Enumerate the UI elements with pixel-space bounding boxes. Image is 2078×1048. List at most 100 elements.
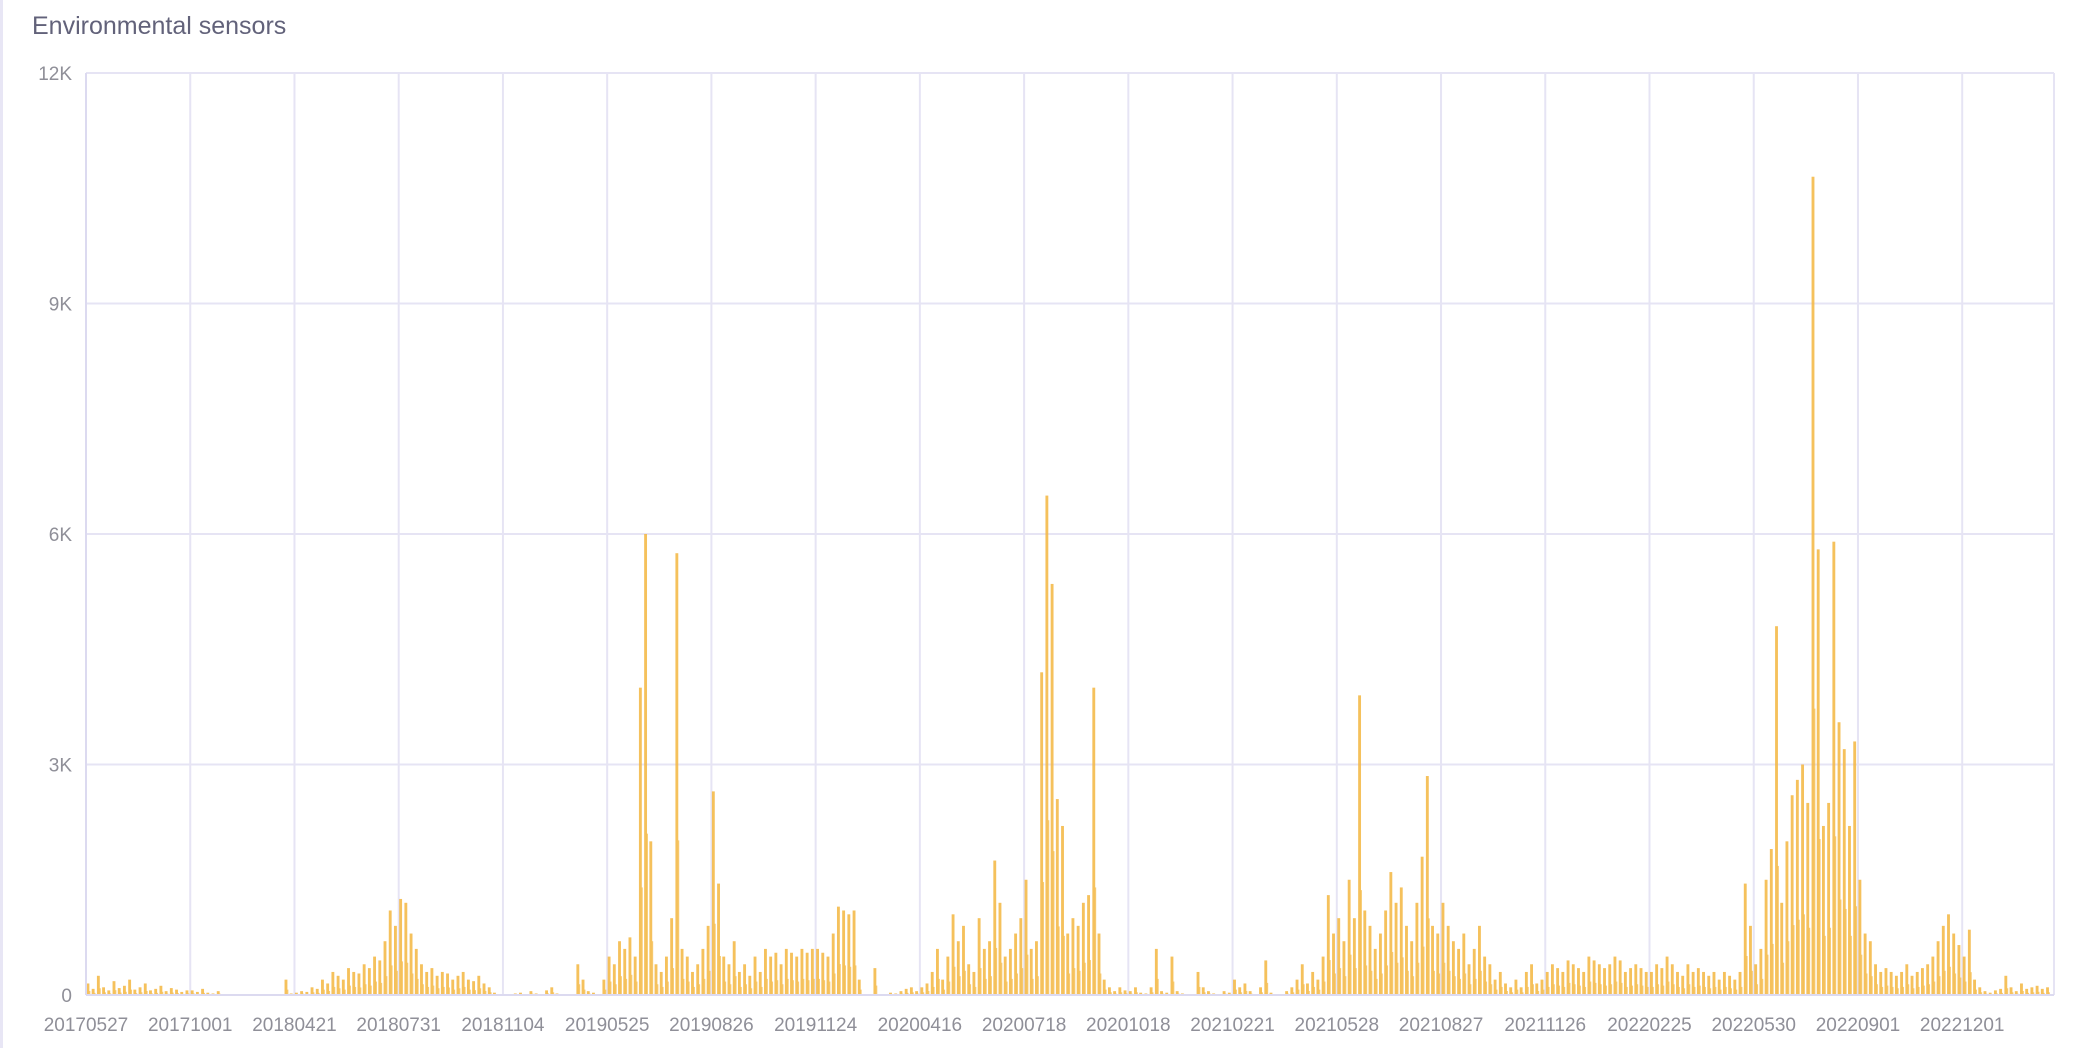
bar (985, 978, 987, 995)
bar (1329, 960, 1331, 995)
bar (756, 981, 758, 995)
bar (584, 989, 586, 995)
bar (1861, 954, 1863, 995)
bar (1472, 948, 1476, 995)
bar (915, 991, 919, 995)
bar (1365, 965, 1368, 995)
bar (393, 925, 397, 995)
bar (1441, 902, 1445, 995)
bar (1730, 988, 1733, 995)
bar (461, 971, 465, 995)
bar (1053, 851, 1055, 995)
bar (1269, 992, 1273, 995)
bar (1113, 991, 1117, 995)
bar (889, 992, 892, 995)
bar (602, 979, 606, 995)
bar (1689, 984, 1691, 995)
bar (1795, 779, 1799, 995)
bar (1378, 933, 1382, 995)
bar (1045, 495, 1049, 995)
bar (847, 914, 851, 995)
bar (605, 989, 607, 995)
bar (938, 978, 940, 995)
bar (1433, 970, 1435, 995)
bar (141, 992, 143, 995)
bar (1423, 946, 1425, 995)
bar (975, 986, 977, 995)
bar (1068, 973, 1071, 995)
bar (982, 948, 986, 995)
bar (125, 991, 127, 995)
bar (1772, 943, 1774, 995)
bar (1363, 910, 1367, 995)
bar (956, 941, 960, 995)
bar (1092, 687, 1096, 995)
bar (1634, 964, 1638, 995)
bar (805, 952, 809, 995)
bar (1897, 988, 1899, 995)
bar (941, 979, 945, 995)
bar (1016, 973, 1019, 995)
chart-title: Environmental sensors (32, 12, 287, 40)
bar (990, 976, 992, 995)
bar (1076, 925, 1080, 995)
bar (399, 898, 403, 995)
bar (1008, 948, 1012, 995)
bar (740, 986, 742, 995)
bar (1300, 964, 1304, 995)
bar (2035, 985, 2039, 995)
bar (349, 985, 351, 995)
bar (751, 988, 753, 995)
bar (706, 925, 710, 995)
bar (782, 984, 784, 995)
bar (1561, 971, 1565, 995)
bar (112, 981, 116, 995)
bar (800, 948, 804, 995)
bar (1821, 825, 1825, 995)
bar (980, 968, 982, 995)
bar (745, 984, 747, 995)
bar (1702, 971, 1705, 995)
bar (657, 984, 659, 995)
bar (969, 984, 972, 995)
bar (1660, 968, 1664, 995)
bar (664, 956, 668, 995)
bar (404, 902, 408, 995)
bar (331, 971, 335, 995)
bar (104, 992, 106, 995)
bar (99, 988, 101, 995)
bar (1405, 925, 1408, 995)
bar (1884, 968, 1888, 995)
bar (1850, 935, 1852, 995)
bar (850, 966, 852, 995)
bar (1475, 978, 1477, 995)
bar (1553, 984, 1555, 995)
bar (117, 988, 121, 995)
bar (1616, 981, 1618, 995)
bar (1827, 802, 1831, 995)
bar (1050, 583, 1054, 995)
bar (810, 948, 814, 995)
bar (1741, 986, 1743, 995)
bar (1910, 975, 1914, 995)
bar (1485, 981, 1488, 995)
bar (1027, 954, 1029, 995)
bar (201, 988, 205, 995)
bar (1350, 954, 1352, 995)
bar (698, 984, 701, 995)
bar (1657, 984, 1660, 995)
bar (1089, 960, 1091, 995)
bar (592, 992, 595, 995)
bar (1712, 971, 1716, 995)
bar (1001, 962, 1003, 995)
bar (993, 860, 997, 995)
bar (1055, 799, 1059, 995)
bar (367, 968, 371, 995)
bar (456, 975, 460, 995)
bar (1923, 985, 1925, 995)
bar (949, 981, 951, 995)
bar (1926, 964, 1930, 995)
x-tick-label: 20220225 (1607, 1015, 1692, 1036)
bar (430, 968, 434, 995)
bar (1782, 962, 1785, 995)
